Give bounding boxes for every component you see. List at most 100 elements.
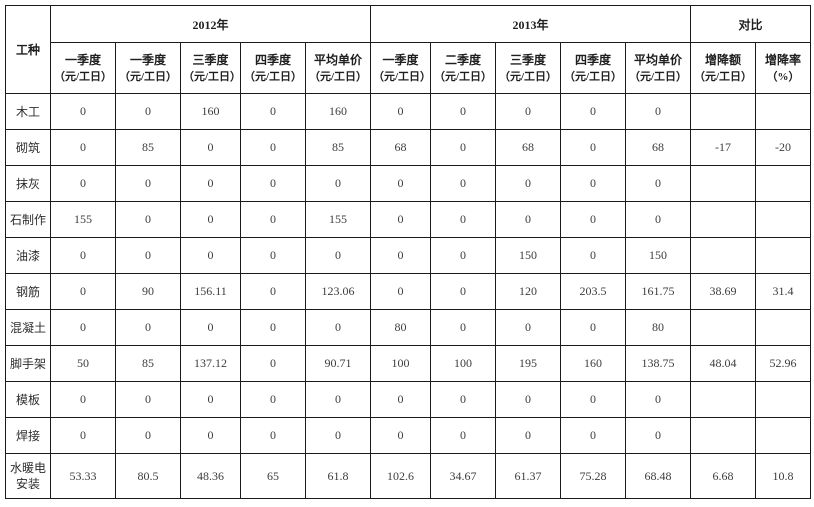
table-row: 脚手架 50 85 137.12 0 90.71 100 100 195 160 138.75 48.… <box>5 345 812 382</box>
cell <box>690 309 756 346</box>
row-label: 木工 <box>5 93 51 130</box>
cell: 100 <box>430 345 496 382</box>
table-body: 木工 0 0 160 0 160 0 0 0 0 0 砌筑 0 85 0 0 85 68 0 68 0 68 -17 -20 抹… <box>5 93 812 499</box>
cell <box>690 165 756 202</box>
cell: 0 <box>495 165 561 202</box>
col-unit: （元/工日） <box>243 70 303 83</box>
col-title: 增降率 <box>765 52 802 67</box>
cell: 0 <box>240 309 306 346</box>
col-unit: （%） <box>766 70 800 83</box>
table-row: 砌筑 0 85 0 0 85 68 0 68 0 68 -17 -20 <box>5 129 812 166</box>
col-unit: （元/工日） <box>53 70 113 83</box>
cell: 0 <box>495 417 561 454</box>
cell: 100 <box>370 345 431 382</box>
col-unit: （元/工日） <box>433 70 493 83</box>
cell: 0 <box>370 381 431 418</box>
cell: 203.5 <box>560 273 626 310</box>
cell: 0 <box>625 201 691 238</box>
col-unit: （元/工日） <box>693 70 753 83</box>
col-unit: （元/工日） <box>183 70 241 83</box>
cell: 50 <box>50 345 116 382</box>
cell: 150 <box>625 237 691 274</box>
col-unit: （元/工日） <box>628 70 688 83</box>
cell: 85 <box>305 129 371 166</box>
cell: 80 <box>370 309 431 346</box>
cell: 0 <box>560 201 626 238</box>
cell: 0 <box>180 237 241 274</box>
cell: 48.36 <box>180 453 241 499</box>
cell: 0 <box>115 93 181 130</box>
cell: 0 <box>495 309 561 346</box>
col-header-2013-avg: 平均单价 （元/工日） <box>625 42 691 94</box>
cell: 0 <box>430 129 496 166</box>
table-row: 钢筋 0 90 156.11 0 123.06 0 0 120 203.5 161.75 38.69 3… <box>5 273 812 310</box>
cell: 0 <box>370 165 431 202</box>
table-row: 混凝土 0 0 0 0 0 80 0 0 0 80 <box>5 309 812 346</box>
col-title: 三季度 <box>509 52 546 67</box>
col-title: 平均单价 <box>313 52 362 67</box>
cell: 155 <box>305 201 371 238</box>
year-header-row: 工种 2012年 2013年 对比 <box>5 5 812 94</box>
cell: 0 <box>50 381 116 418</box>
cell: 0 <box>430 237 496 274</box>
comparison-group: 对比 <box>689 5 812 43</box>
cell: 161.75 <box>625 273 691 310</box>
cell <box>754 381 812 418</box>
cell: 0 <box>430 93 496 130</box>
cell: 6.68 <box>690 453 756 499</box>
cell: 0 <box>495 381 561 418</box>
cell: 0 <box>560 381 626 418</box>
col-title: 一季度 <box>64 52 101 67</box>
cell: 0 <box>240 201 306 238</box>
cell: 0 <box>240 273 306 310</box>
cell <box>690 201 756 238</box>
table-row: 水暖电安装 53.33 80.5 48.36 65 61.8 102.6 34.67 61.37… <box>5 453 812 499</box>
cell: 0 <box>180 309 241 346</box>
cell: -20 <box>754 129 812 166</box>
cell <box>690 417 756 454</box>
col-header-2013-q2: 二季度 （元/工日） <box>430 42 496 94</box>
col-title: 增降额 <box>704 52 741 67</box>
cell: 75.28 <box>560 453 626 499</box>
cell: 0 <box>115 201 181 238</box>
cell: 0 <box>560 165 626 202</box>
cell: 195 <box>495 345 561 382</box>
row-label: 钢筋 <box>5 273 51 310</box>
cell: 0 <box>370 201 431 238</box>
table-row: 木工 0 0 160 0 160 0 0 0 0 0 <box>5 93 812 130</box>
cell <box>754 165 812 202</box>
cell: 48.04 <box>690 345 756 382</box>
cell: 80 <box>625 309 691 346</box>
cell: 31.4 <box>754 273 812 310</box>
cell: 10.8 <box>754 453 812 499</box>
cell: 0 <box>430 309 496 346</box>
cell: 156.11 <box>180 273 241 310</box>
cell <box>754 237 812 274</box>
col-unit: （元/工日） <box>498 70 558 83</box>
cell: 0 <box>240 381 306 418</box>
col-header-2012-avg: 平均单价 （元/工日） <box>305 42 371 94</box>
cell: 38.69 <box>690 273 756 310</box>
col-header-2013-q1: 一季度 （元/工日） <box>370 42 431 94</box>
row-label: 水暖电安装 <box>5 453 51 499</box>
cell: 0 <box>240 237 306 274</box>
col-unit: （元/工日） <box>373 70 431 83</box>
col-unit: （元/工日） <box>118 70 178 83</box>
cell: 150 <box>495 237 561 274</box>
col-header-diff-amount: 增降额 （元/工日） <box>690 42 756 94</box>
cell: 0 <box>50 129 116 166</box>
col-title: 二季度 <box>444 52 481 67</box>
table-header: 工种 2012年 2013年 对比 一季度 （元/工日） 一季度 （元/工日） 三季… <box>5 5 812 94</box>
cell: 65 <box>240 453 306 499</box>
cell: 0 <box>180 165 241 202</box>
cell: 0 <box>115 165 181 202</box>
col-header-2012-q4: 四季度 （元/工日） <box>240 42 306 94</box>
col-title: 一季度 <box>382 52 419 67</box>
corner-header: 工种 <box>5 5 51 94</box>
cell: 34.67 <box>430 453 496 499</box>
col-unit: （元/工日） <box>308 70 368 83</box>
cell <box>754 417 812 454</box>
cell: 0 <box>240 129 306 166</box>
cell: 0 <box>370 417 431 454</box>
cell: 0 <box>180 381 241 418</box>
